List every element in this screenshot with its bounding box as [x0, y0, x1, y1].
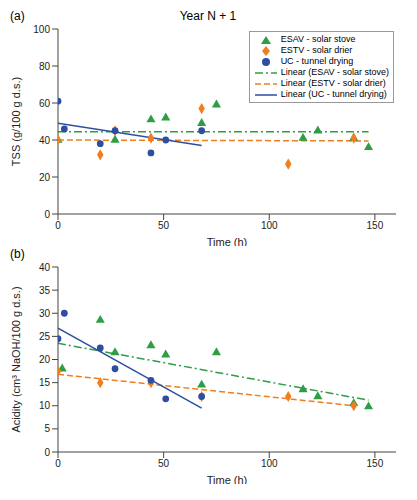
- svg-text:10: 10: [39, 400, 51, 411]
- svg-text:40: 40: [39, 262, 51, 273]
- svg-text:20: 20: [39, 354, 51, 365]
- svg-text:100: 100: [261, 220, 278, 231]
- html-text:Year N + 1: Year N + 1: [179, 9, 237, 23]
- svg-text:150: 150: [367, 220, 384, 231]
- svg-text:Acidity (cm³ NaOH/100 g d.s.): Acidity (cm³ NaOH/100 g d.s.): [10, 286, 22, 432]
- html-text:UC - tunnel drying: UC - tunnel drying: [280, 56, 354, 66]
- html-text:(a): (a): [10, 9, 25, 23]
- svg-text:0: 0: [44, 209, 50, 220]
- html-text:Linear (ESTV - solar drier): Linear (ESTV - solar drier): [280, 78, 386, 88]
- svg-text:0: 0: [44, 447, 50, 458]
- svg-text:0: 0: [55, 458, 61, 469]
- svg-text:150: 150: [367, 458, 384, 469]
- html-text:ESTV - solar drier: ESTV - solar drier: [280, 45, 353, 55]
- svg-text:40: 40: [39, 135, 51, 146]
- svg-text:60: 60: [39, 98, 51, 109]
- svg-text:80: 80: [39, 61, 51, 72]
- svg-text:50: 50: [158, 458, 170, 469]
- html-text:(b): (b): [10, 247, 25, 261]
- svg-text:0: 0: [55, 220, 61, 231]
- svg-text:Time (h): Time (h): [207, 474, 248, 484]
- html-text:ESAV - solar stove: ESAV - solar stove: [280, 34, 356, 44]
- svg-text:50: 50: [158, 220, 170, 231]
- svg-text:100: 100: [33, 24, 50, 35]
- svg-text:30: 30: [39, 308, 51, 319]
- html-text:Linear (ESAV - solar stove): Linear (ESAV - solar stove): [280, 67, 389, 77]
- svg-text:5: 5: [44, 423, 50, 434]
- svg-text:Time (h): Time (h): [207, 236, 248, 246]
- svg-text:100: 100: [261, 458, 278, 469]
- svg-text:20: 20: [39, 172, 51, 183]
- svg-text:25: 25: [39, 331, 51, 342]
- svg-text:35: 35: [39, 285, 51, 296]
- html-text:Linear (UC - tunnel drying): Linear (UC - tunnel drying): [280, 89, 387, 99]
- svg-text:15: 15: [39, 377, 51, 388]
- svg-text:TSS (g/100 g d.s.): TSS (g/100 g d.s.): [10, 77, 22, 166]
